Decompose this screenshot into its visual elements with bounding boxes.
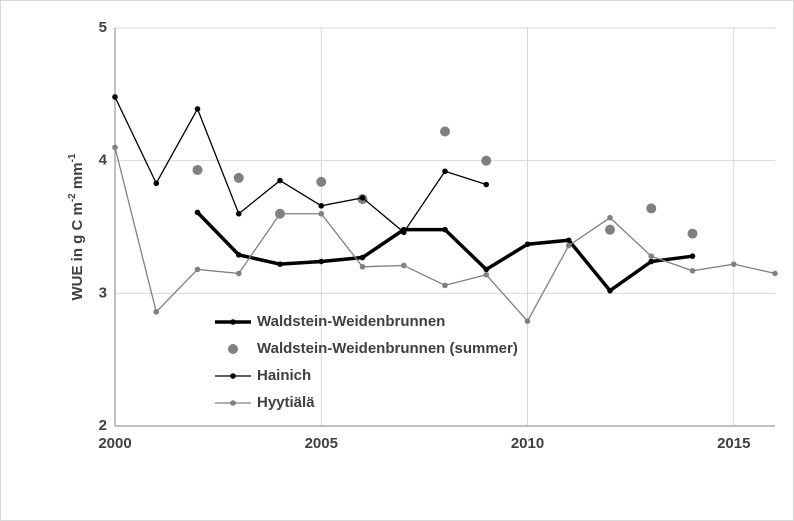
data-point bbox=[565, 237, 572, 244]
data-point bbox=[646, 203, 657, 214]
data-point bbox=[772, 270, 778, 277]
data-point bbox=[440, 126, 450, 137]
legend-label: Hyytiälä bbox=[257, 394, 315, 411]
legend-label: Waldstein-Weidenbrunnen bbox=[257, 313, 445, 330]
data-point bbox=[607, 287, 613, 294]
data-point bbox=[687, 228, 698, 239]
data-point bbox=[192, 164, 203, 175]
data-point bbox=[689, 253, 696, 259]
data-point bbox=[648, 253, 655, 259]
y-label-part: WUE in g C m bbox=[69, 202, 86, 300]
data-point bbox=[648, 258, 655, 265]
y-label-part: -1 bbox=[67, 153, 78, 162]
data-point bbox=[730, 261, 737, 267]
legend-label: Hainich bbox=[257, 367, 311, 384]
data-point bbox=[153, 180, 160, 187]
data-point bbox=[233, 172, 244, 183]
data-point bbox=[483, 271, 490, 278]
legend-label: Waldstein-Weidenbrunnen (summer) bbox=[257, 340, 518, 357]
data-point bbox=[607, 214, 613, 221]
data-point bbox=[153, 309, 160, 315]
legend-marker bbox=[230, 319, 236, 325]
y-tick-label: 2 bbox=[99, 417, 107, 434]
x-tick-label: 2000 bbox=[98, 435, 131, 452]
y-label-part: -2 bbox=[67, 193, 78, 202]
data-point bbox=[318, 210, 325, 217]
data-point bbox=[442, 282, 448, 289]
data-point bbox=[565, 242, 572, 249]
data-point bbox=[277, 210, 283, 217]
series-line bbox=[114, 96, 487, 234]
data-point bbox=[481, 155, 492, 166]
legend-marker bbox=[230, 400, 236, 406]
data-point bbox=[483, 181, 490, 188]
data-point bbox=[194, 209, 201, 216]
y-tick-label: 4 bbox=[99, 152, 108, 169]
data-point bbox=[318, 258, 325, 265]
y-label-part: mm bbox=[69, 162, 86, 193]
data-point bbox=[194, 266, 201, 273]
data-point bbox=[442, 226, 448, 233]
data-point bbox=[524, 241, 531, 248]
data-point bbox=[318, 202, 325, 209]
legend-marker bbox=[228, 344, 238, 354]
y-tick-label: 5 bbox=[99, 19, 107, 36]
x-tick-label: 2015 bbox=[717, 435, 750, 452]
y-tick-label: 3 bbox=[99, 284, 107, 301]
data-point bbox=[605, 224, 615, 235]
data-point bbox=[112, 94, 118, 100]
y-axis-label: WUE in g C m-2 mm-1 bbox=[67, 153, 86, 300]
data-point bbox=[359, 254, 366, 261]
data-point bbox=[235, 252, 242, 258]
data-point bbox=[524, 318, 531, 324]
x-tick-label: 2010 bbox=[511, 435, 544, 452]
legend-marker bbox=[230, 373, 236, 379]
x-tick-label: 2005 bbox=[305, 435, 338, 452]
data-point bbox=[359, 264, 366, 270]
data-point bbox=[400, 229, 407, 236]
data-point bbox=[400, 262, 407, 269]
data-point bbox=[277, 177, 283, 184]
data-point bbox=[235, 210, 242, 217]
data-point bbox=[689, 267, 696, 274]
data-point bbox=[359, 195, 366, 201]
data-point bbox=[194, 106, 201, 112]
data-point bbox=[112, 144, 118, 151]
data-point bbox=[442, 168, 448, 175]
data-point bbox=[483, 266, 490, 273]
data-point bbox=[235, 270, 242, 277]
data-point bbox=[277, 261, 283, 267]
data-point bbox=[316, 176, 327, 187]
